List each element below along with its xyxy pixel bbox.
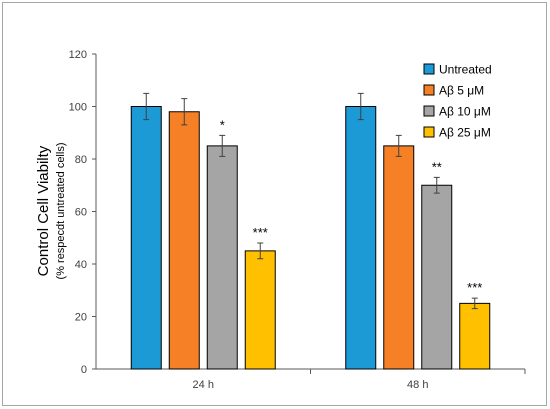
bar bbox=[206, 145, 238, 370]
y-axis-sublabel: (% respecdt untreated cells) bbox=[55, 143, 67, 280]
x-tick-label: 24 h bbox=[193, 379, 214, 391]
bar bbox=[383, 145, 415, 370]
legend-label: Untreated bbox=[439, 63, 492, 77]
y-tick-label: 60 bbox=[75, 207, 87, 219]
axes: 0 20 40 60 80 100 120 24 h 48 h bbox=[69, 49, 526, 391]
legend-label: Aβ 25 μM bbox=[439, 126, 491, 140]
legend-label: Aβ 10 μM bbox=[439, 105, 491, 119]
bar bbox=[130, 106, 162, 370]
significance-marker: *** bbox=[467, 280, 482, 295]
y-tick-label: 80 bbox=[75, 154, 87, 166]
y-tick-label: 40 bbox=[75, 259, 87, 271]
significance-marker: * bbox=[220, 117, 225, 132]
legend-swatch bbox=[423, 126, 435, 138]
bar bbox=[168, 111, 200, 370]
y-axis-label: Control Cell Viabilty bbox=[35, 145, 52, 276]
legend-swatch bbox=[423, 84, 435, 96]
bars: ********* bbox=[130, 92, 491, 370]
y-tick-label: 0 bbox=[81, 364, 87, 376]
bar bbox=[459, 302, 491, 370]
y-tick-label: 20 bbox=[75, 312, 87, 324]
legend-swatch bbox=[423, 105, 435, 117]
bar bbox=[421, 184, 453, 370]
bar bbox=[244, 250, 276, 370]
significance-marker: *** bbox=[253, 225, 268, 240]
significance-marker: ** bbox=[432, 159, 442, 174]
x-tick-label: 48 h bbox=[407, 379, 428, 391]
legend: Untreated Aβ 5 μM Aβ 10 μM Aβ 25 μM bbox=[423, 63, 492, 140]
bar bbox=[345, 106, 377, 370]
y-tick-label: 120 bbox=[69, 49, 87, 61]
y-tick-label: 100 bbox=[69, 102, 87, 114]
legend-swatch bbox=[423, 63, 435, 75]
legend-label: Aβ 5 μM bbox=[439, 84, 484, 98]
